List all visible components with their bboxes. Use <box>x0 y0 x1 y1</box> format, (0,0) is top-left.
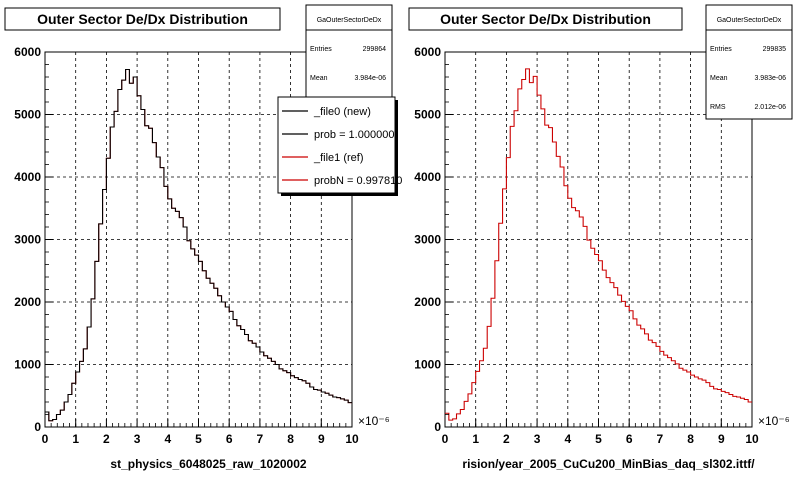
stats-row-value: 2.012e-06 <box>754 104 786 111</box>
x-tick-label: 1 <box>72 432 79 446</box>
x-tick-label: 6 <box>626 432 633 446</box>
chart-panel-2: 0 1 2 3 4 5 6 7 8 9 10 0 1000 2000 3000 4000 5000 6000 ×10… <box>408 4 793 471</box>
x-axis-label: st_physics_6048025_raw_1020002 <box>110 457 306 471</box>
y-tick-label: 4000 <box>14 170 41 184</box>
title-box <box>408 7 683 31</box>
stats-row-label: RMS <box>710 104 726 111</box>
stats-row-label: Entries <box>710 46 732 53</box>
x-tick-label: 2 <box>503 432 510 446</box>
legend-box <box>277 96 396 194</box>
x-tick-label: 8 <box>687 432 694 446</box>
x-axis-label: rision/year_2005_CuCu200_MinBias_daq_sl3… <box>462 457 755 471</box>
legend-label: prob = 1.000000 <box>314 129 394 141</box>
stats-box <box>305 4 393 108</box>
histogram-series-1 <box>445 68 752 421</box>
chart-title: Outer Sector De/Dx Distribution <box>37 11 248 27</box>
x-tick-label: 5 <box>195 432 202 446</box>
x-tick-label: 1 <box>472 432 479 446</box>
stats-row-label: Entries <box>310 46 332 53</box>
y-tick-label: 6000 <box>14 45 41 59</box>
y-tick-label: 1000 <box>414 358 441 372</box>
y-tick-label: 5000 <box>414 108 441 122</box>
legend-label: _file0 (new) <box>313 106 371 118</box>
y-tick-label: 2000 <box>14 295 41 309</box>
x-tick-label: 4 <box>564 432 571 446</box>
chart-panel-1: 0 1 2 3 4 5 6 7 8 9 10 0 1000 2000 3000 4000 5000 6000 ×10… <box>4 4 402 471</box>
x-tick-label: 8 <box>287 432 294 446</box>
stats-name: GaOuterSectorDeDx <box>317 17 382 24</box>
y-tick-label: 3000 <box>14 233 41 247</box>
x-tick-label: 9 <box>318 432 325 446</box>
stats-row-value: 299864 <box>363 46 386 53</box>
y-tick-label: 6000 <box>414 45 441 59</box>
x-tick-label: 9 <box>718 432 725 446</box>
histogram-series-2 <box>45 68 352 422</box>
x-tick-label: 4 <box>164 432 171 446</box>
chart-title: Outer Sector De/Dx Distribution <box>440 11 651 27</box>
x-tick-label: 3 <box>134 432 141 446</box>
x-tick-label: 6 <box>226 432 233 446</box>
y-tick-label: 3000 <box>414 233 441 247</box>
stats-row-label: Mean <box>710 75 728 82</box>
x-tick-label: 10 <box>345 432 359 446</box>
x-tick-label: 2 <box>103 432 110 446</box>
stats-box <box>705 4 793 120</box>
x-multiplier: ×10⁻⁶ <box>758 414 790 428</box>
x-tick-label: 7 <box>657 432 664 446</box>
x-tick-label: 0 <box>442 432 449 446</box>
legend-label: probN = 0.997810 <box>314 175 402 187</box>
y-tick-label: 1000 <box>14 358 41 372</box>
y-tick-label: 2000 <box>414 295 441 309</box>
y-tick-label: 5000 <box>14 108 41 122</box>
stats-row-value: 3.984e-06 <box>354 75 386 82</box>
x-tick-label: 10 <box>745 432 759 446</box>
x-tick-label: 7 <box>257 432 264 446</box>
stats-row-value: 3.983e-06 <box>754 75 786 82</box>
x-tick-label: 3 <box>534 432 541 446</box>
legend-label: _file1 (ref) <box>313 152 364 164</box>
x-tick-label: 0 <box>42 432 49 446</box>
title-box <box>4 7 281 31</box>
y-tick-label: 4000 <box>414 170 441 184</box>
stats-row-value: 299835 <box>763 46 786 53</box>
y-tick-label: 0 <box>434 420 441 434</box>
stats-row-label: Mean <box>310 75 328 82</box>
x-multiplier: ×10⁻⁶ <box>358 414 390 428</box>
x-tick-label: 5 <box>595 432 602 446</box>
y-tick-label: 0 <box>34 420 41 434</box>
stats-name: GaOuterSectorDeDx <box>717 17 782 24</box>
